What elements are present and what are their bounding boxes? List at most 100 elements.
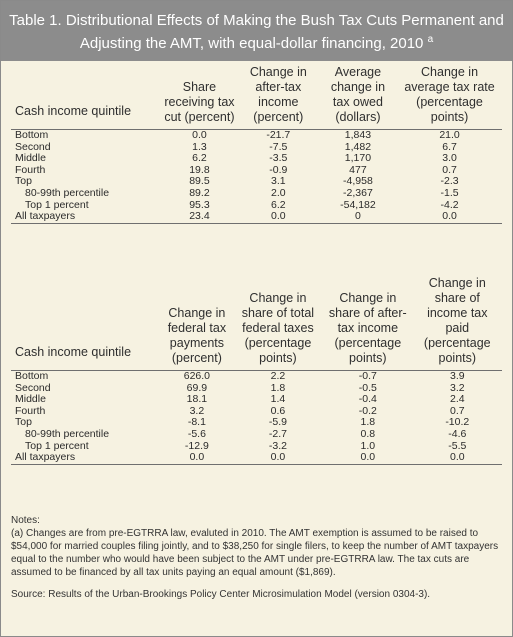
table-cell: -2,367 — [343, 186, 373, 199]
table-cell: 2.0 — [271, 186, 286, 199]
table-cell: 1.0 — [360, 439, 376, 452]
table-cell: 3.2 — [189, 404, 205, 417]
column-header: Average change in tax owed (dollars) — [330, 65, 386, 124]
notes-heading: Notes: — [11, 515, 40, 526]
table-cell: 89.5 — [189, 175, 210, 188]
table-row: Middle 6.2 -3.5 1,170 3.0 — [11, 153, 502, 165]
title-line-2: Adjusting the AMT, with equal-dollar fin… — [79, 35, 424, 52]
table-row: Top 89.5 3.1 -4,958 -2.3 — [11, 176, 502, 188]
row-label: 80-99th percentile — [25, 427, 110, 440]
table-cell: -7.5 — [269, 140, 288, 153]
table-cell: 1,170 — [344, 152, 372, 165]
note-a: (a) Changes are from pre-EGTRRA law, eva… — [11, 528, 499, 578]
table-cell: 1,843 — [318, 128, 398, 142]
row-label: Fourth — [15, 163, 46, 176]
table-cell: 1.8 — [360, 416, 376, 429]
title-footnote-mark: a — [427, 34, 434, 45]
table-row: All taxpayers 23.4 0.0 0 0.0 — [11, 210, 502, 224]
table-row: 80-99th percentile 89.2 2.0 -2,367 -1.5 — [11, 186, 502, 200]
table-cell: -0.2 — [358, 404, 377, 417]
table-cell: -8.1 — [187, 416, 206, 429]
row-label: Fourth — [15, 404, 46, 417]
row-label: Top — [15, 175, 32, 188]
table-row: Fourth 19.8 -0.9 477 0.7 — [11, 163, 502, 177]
table-row: All taxpayers 0.0 0.0 0.0 0.0 — [11, 451, 502, 465]
table-cell: -0.7 — [323, 369, 413, 383]
column-header: Change in share of income tax paid (perc… — [423, 276, 491, 365]
source-note: Source: Results of the Urban-Brookings P… — [11, 589, 431, 600]
table-cell: -2.3 — [440, 175, 459, 188]
table-cell: 69.9 — [186, 381, 208, 394]
table-cell: -1.5 — [440, 186, 459, 199]
column-header-quintile: Cash income quintile — [15, 104, 132, 118]
row-label: Top — [15, 416, 32, 429]
table-cell: 95.3 — [189, 198, 210, 211]
distribution-table-2: Cash income quintile Change in federal ta… — [11, 276, 502, 465]
row-label: All taxpayers — [11, 451, 161, 465]
table-cell: 0.0 — [323, 451, 413, 465]
table-row: Second 69.9 1.8 -0.5 3.2 — [11, 381, 502, 395]
table-row: 80-99th percentile -5.6 -2.7 0.8 -4.6 — [11, 427, 502, 441]
table-cell: 1.3 — [192, 140, 207, 153]
table-cell: 0.0 — [237, 210, 319, 224]
table-1-header-row: Cash income quintile Share receiving tax … — [11, 65, 502, 130]
column-header-quintile: Cash income quintile — [15, 345, 132, 359]
table-row: Top 1 percent -12.9 -3.2 1.0 -5.5 — [11, 439, 502, 453]
notes-section: Notes: (a) Changes are from pre-EGTRRA l… — [11, 514, 501, 601]
table-cell: 0.7 — [442, 163, 457, 176]
table-cell: 0 — [318, 210, 398, 224]
table-cell: 6.2 — [192, 152, 207, 165]
table-row: Middle 18.1 1.4 -0.4 2.4 — [11, 394, 502, 406]
row-label: All taxpayers — [11, 210, 161, 224]
table-cell: 1.4 — [270, 393, 286, 406]
table-cell: 3.1 — [271, 175, 286, 188]
table-cell: -4,958 — [343, 175, 373, 188]
column-header: Change in average tax rate (percentage p… — [404, 65, 495, 124]
table-cell: 3.9 — [412, 369, 502, 383]
table-cell: -54,182 — [340, 198, 376, 211]
table-cell: -5.5 — [448, 439, 467, 452]
table-cell: 0.6 — [270, 404, 286, 417]
table-cell: 0.0 — [232, 451, 324, 465]
table-cell: 626.0 — [161, 369, 233, 383]
table-cell: 23.4 — [161, 210, 238, 224]
table-cell: -0.4 — [358, 393, 377, 406]
table-cell: 477 — [349, 163, 367, 176]
row-label: 80-99th percentile — [25, 186, 110, 199]
table-cell: 6.2 — [271, 198, 286, 211]
table-cell: -3.5 — [269, 152, 288, 165]
table-cell: 0.0 — [412, 451, 502, 465]
table-cell: 0.7 — [449, 404, 465, 417]
row-label: Second — [15, 381, 51, 394]
row-label: Middle — [15, 152, 46, 165]
table-row: Fourth 3.2 0.6 -0.2 0.7 — [11, 404, 502, 418]
table-cell: 89.2 — [189, 186, 210, 199]
column-header: Change in share of after-tax income (per… — [328, 291, 407, 365]
row-label: Top 1 percent — [25, 198, 89, 211]
table-cell: 19.8 — [189, 163, 210, 176]
table-title: Table 1. Distributional Effects of Makin… — [1, 1, 512, 61]
table-row: Second 1.3 -7.5 1,482 6.7 — [11, 140, 502, 154]
table-cell: -5.6 — [187, 427, 206, 440]
table-cell: -10.2 — [445, 416, 470, 429]
table-cell: -2.7 — [268, 427, 287, 440]
table-cell: -5.9 — [268, 416, 287, 429]
table-cell: 0.0 — [397, 210, 502, 224]
distribution-table-1: Cash income quintile Share receiving tax … — [11, 65, 502, 224]
table-cell: 0.0 — [161, 451, 233, 465]
row-label: Bottom — [11, 128, 161, 142]
table-cell: 0.0 — [161, 128, 238, 142]
row-label: Top 1 percent — [25, 439, 89, 452]
table-cell: -0.9 — [269, 163, 288, 176]
table-cell: -4.2 — [440, 198, 459, 211]
column-header: Change in federal tax payments (percent) — [167, 306, 227, 365]
table-2-header-row: Cash income quintile Change in federal ta… — [11, 276, 502, 371]
table-cell: 1.8 — [270, 381, 286, 394]
table-cell: -3.2 — [268, 439, 287, 452]
table-cell: -12.9 — [184, 439, 209, 452]
table-row: Bottom 626.0 2.2 -0.7 3.9 — [11, 369, 502, 383]
column-header: Share receiving tax cut (percent) — [164, 80, 235, 124]
column-header: Change in after-tax income (percent) — [249, 65, 307, 124]
table-row: Top -8.1 -5.9 1.8 -10.2 — [11, 417, 502, 429]
